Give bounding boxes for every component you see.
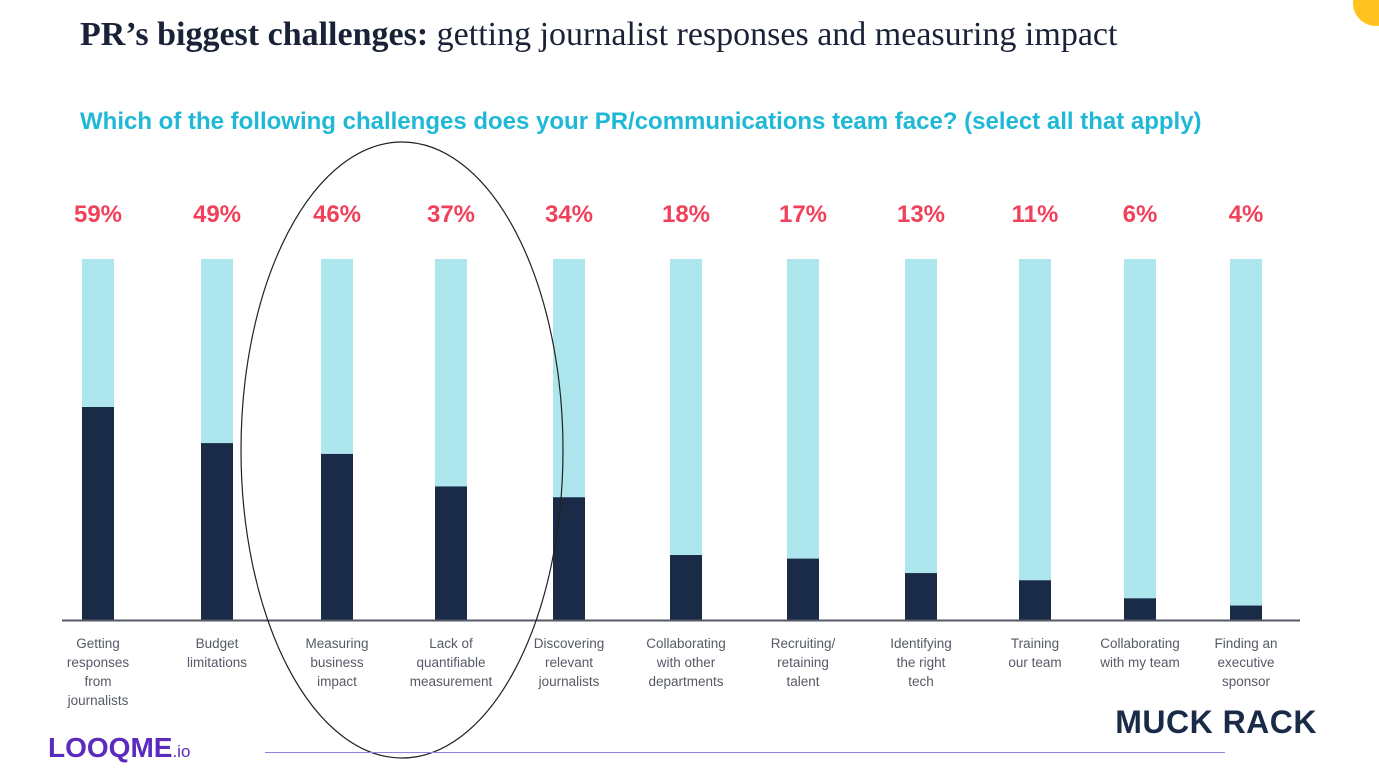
tick-label: Budget limitations [187, 636, 247, 670]
tick-label-line: executive [1217, 655, 1274, 670]
tick-label-line: quantifiable [416, 655, 485, 670]
looqme-logo-main: LOOQME [48, 732, 173, 763]
highlight-ellipse [240, 141, 564, 759]
data-label: 59% [74, 201, 122, 228]
bar [787, 558, 819, 620]
bar [201, 443, 233, 620]
data-label: 34% [545, 201, 593, 228]
tick-label: Identifying the right tech [890, 636, 952, 689]
tick-label-line: talent [786, 674, 819, 689]
tick-label-line: the right [897, 655, 946, 670]
bar [321, 453, 353, 620]
chart-subtitle: Which of the following challenges does y… [80, 108, 1202, 135]
bar [553, 497, 585, 620]
tick-label-line: sponsor [1222, 674, 1271, 689]
data-label: 46% [313, 201, 361, 228]
bar [905, 573, 937, 620]
tick-label-line: Training [1011, 636, 1059, 651]
tick-label-line: Measuring [305, 636, 368, 651]
data-label: 11% [1012, 201, 1059, 228]
tick-label-line: Collaborating [1100, 636, 1180, 651]
muck-rack-logo: MUCK RACK [1115, 704, 1317, 740]
tick-label-line: our team [1008, 655, 1061, 670]
data-label: 17% [779, 201, 827, 228]
tick-label-line: impact [317, 674, 357, 689]
bar [1019, 580, 1051, 620]
bar-track [905, 259, 937, 620]
data-label: 37% [427, 201, 475, 228]
tick-label-line: departments [648, 674, 723, 689]
tick-label: Measuring business impact [305, 636, 368, 689]
tick-label-line: retaining [777, 655, 829, 670]
tick-label-line: Getting [76, 636, 120, 651]
data-label: 4% [1229, 201, 1264, 228]
tick-label: Getting responses from journalists [67, 636, 130, 708]
tick-label-line: business [310, 655, 364, 670]
bar-track [1230, 259, 1262, 620]
tick-label: Recruiting/retaining talent [771, 636, 836, 689]
tick-label-line: Budget [196, 636, 239, 651]
tick-label-line: from [85, 674, 112, 689]
bar [435, 486, 467, 620]
data-label: 49% [193, 201, 241, 228]
tick-label-line: measurement [410, 674, 493, 689]
tick-label-line: relevant [545, 655, 593, 670]
tick-label-line: Identifying [890, 636, 952, 651]
tick-label: Collaborating with other departments [646, 636, 726, 689]
tick-label-line: tech [908, 674, 934, 689]
chart-title-bold: PR’s biggest challenges: [80, 16, 429, 53]
tick-label-line: Lack of [429, 636, 473, 651]
tick-label: Training our team [1008, 636, 1061, 670]
data-label: 13% [897, 201, 945, 228]
looqme-logo-suffix: .io [172, 742, 191, 761]
tick-label-line: limitations [187, 655, 247, 670]
tick-label: Collaborating with my team [1099, 636, 1180, 670]
bar-track [1019, 259, 1051, 620]
tick-label-line: Discovering [534, 636, 605, 651]
tick-label-line: with other [656, 655, 716, 670]
tick-label: Finding an executive sponsor [1214, 636, 1277, 689]
data-label: 18% [662, 201, 710, 228]
bar [1230, 605, 1262, 620]
tick-label-line: with my team [1099, 655, 1180, 670]
chart-title-rest: getting journalist responses and measuri… [436, 16, 1118, 53]
tick-label-line: journalists [538, 674, 600, 689]
bar [670, 555, 702, 620]
bar [82, 407, 114, 620]
bar [1124, 598, 1156, 620]
tick-label: Lack of quantifiable measurement [410, 636, 493, 689]
looqme-logo: LOOQME.io [48, 732, 190, 764]
bar-track [1124, 259, 1156, 620]
tick-label-line: Finding an [1214, 636, 1277, 651]
tick-label-line: journalists [67, 693, 129, 708]
footer-divider [265, 752, 1225, 753]
data-label: 6% [1123, 201, 1158, 228]
tick-label-line: responses [67, 655, 130, 670]
tick-label: Discovering relevant journalists [534, 636, 605, 689]
tick-label-line: Recruiting/ [771, 636, 836, 651]
tick-label-line: Collaborating [646, 636, 726, 651]
chart-title: PR’s biggest challenges: getting journal… [80, 16, 1117, 54]
